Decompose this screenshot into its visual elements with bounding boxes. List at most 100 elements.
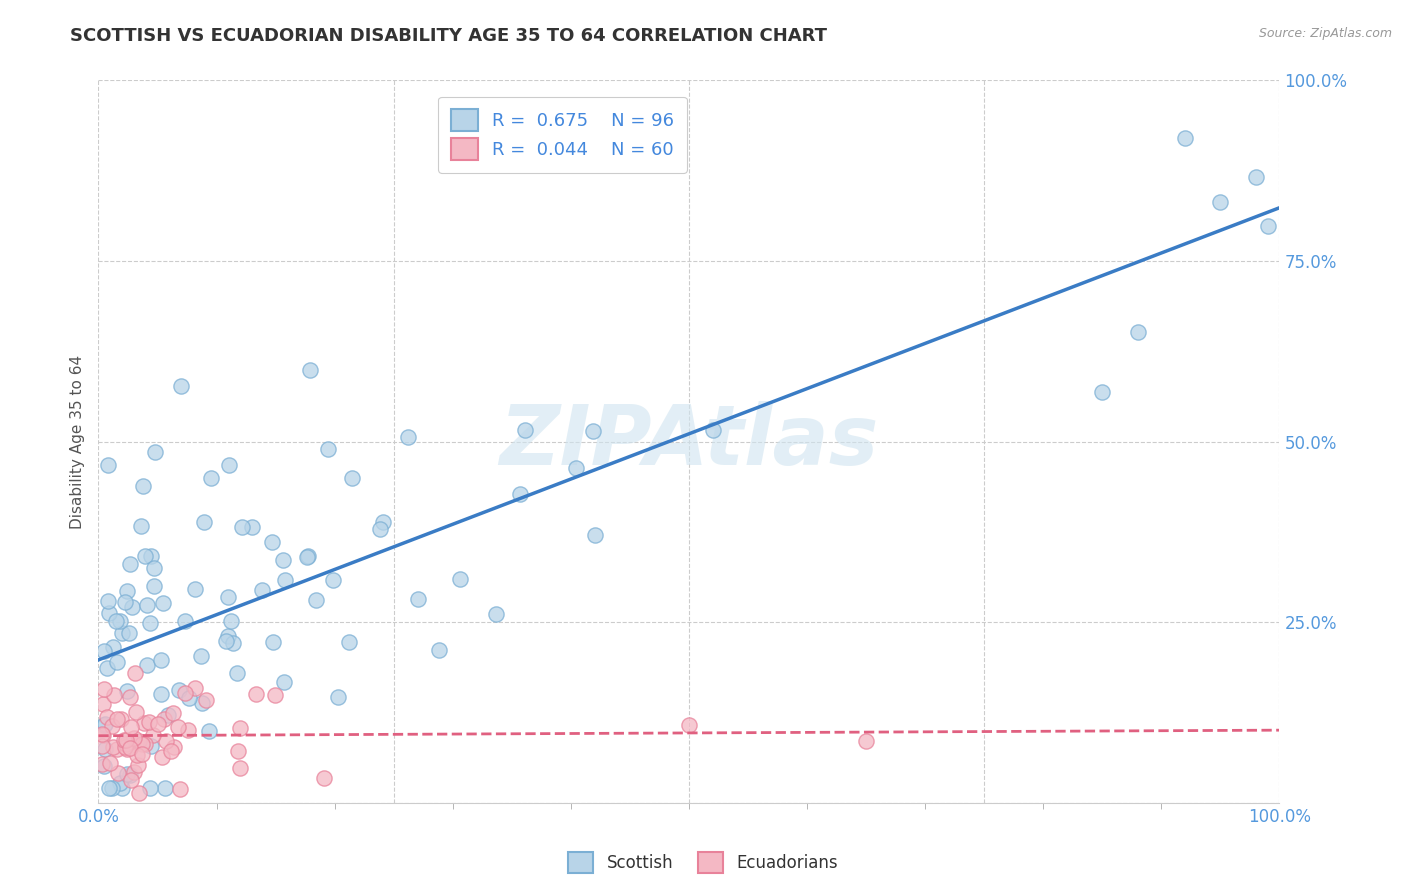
Point bbox=[152, 712, 174, 726]
Point bbox=[127, 757, 149, 772]
Point bbox=[406, 591, 429, 606]
Point bbox=[96, 661, 118, 675]
Point bbox=[117, 767, 139, 781]
Point bbox=[118, 768, 141, 782]
Point bbox=[513, 424, 536, 438]
Point bbox=[138, 715, 160, 730]
Point bbox=[322, 573, 344, 587]
Point bbox=[128, 733, 150, 747]
Point bbox=[131, 747, 153, 762]
Point bbox=[298, 363, 321, 377]
Point bbox=[110, 712, 132, 726]
Point bbox=[250, 582, 273, 597]
Point bbox=[91, 727, 114, 741]
Point bbox=[153, 781, 176, 796]
Point bbox=[146, 716, 169, 731]
Point bbox=[1091, 385, 1114, 400]
Point bbox=[297, 549, 319, 564]
Point bbox=[177, 723, 200, 738]
Point bbox=[141, 739, 163, 754]
Point bbox=[193, 515, 215, 529]
Point bbox=[150, 687, 173, 701]
Point bbox=[217, 591, 239, 605]
Point bbox=[449, 572, 471, 586]
Text: Source: ZipAtlas.com: Source: ZipAtlas.com bbox=[1258, 27, 1392, 40]
Point bbox=[396, 430, 419, 444]
Point bbox=[128, 786, 150, 800]
Point bbox=[101, 640, 124, 655]
Point bbox=[132, 479, 155, 493]
Point bbox=[160, 744, 183, 758]
Point bbox=[145, 444, 167, 458]
Point bbox=[173, 614, 195, 628]
Point bbox=[240, 519, 263, 533]
Point bbox=[225, 665, 247, 680]
Point bbox=[221, 636, 243, 650]
Point bbox=[1174, 131, 1197, 145]
Point bbox=[136, 657, 159, 672]
Point bbox=[97, 458, 120, 473]
Point bbox=[427, 643, 450, 657]
Point bbox=[91, 728, 114, 742]
Point bbox=[100, 781, 122, 796]
Point bbox=[169, 379, 191, 393]
Text: SCOTTISH VS ECUADORIAN DISABILITY AGE 35 TO 64 CORRELATION CHART: SCOTTISH VS ECUADORIAN DISABILITY AGE 35… bbox=[70, 27, 827, 45]
Point bbox=[155, 733, 177, 747]
Point bbox=[141, 549, 163, 563]
Point bbox=[114, 739, 136, 754]
Point bbox=[337, 635, 360, 649]
Point bbox=[108, 614, 131, 628]
Point bbox=[274, 573, 297, 587]
Point bbox=[245, 687, 267, 701]
Point bbox=[108, 776, 131, 790]
Point bbox=[134, 549, 156, 563]
Point bbox=[114, 732, 136, 747]
Point bbox=[509, 487, 531, 501]
Point bbox=[152, 596, 174, 610]
Point bbox=[316, 442, 339, 456]
Point bbox=[120, 690, 142, 704]
Point bbox=[120, 772, 142, 787]
Point bbox=[111, 781, 134, 796]
Point bbox=[702, 423, 724, 437]
Point bbox=[1244, 169, 1267, 184]
Point bbox=[120, 720, 142, 734]
Point bbox=[124, 705, 146, 719]
Point bbox=[273, 553, 295, 567]
Point bbox=[214, 633, 236, 648]
Point bbox=[121, 735, 143, 749]
Point bbox=[273, 675, 295, 690]
Point bbox=[94, 742, 117, 756]
Point bbox=[169, 782, 191, 797]
Point bbox=[229, 721, 252, 735]
Point bbox=[305, 593, 328, 607]
Point bbox=[98, 606, 121, 620]
Point bbox=[134, 737, 156, 751]
Point bbox=[131, 737, 153, 751]
Point bbox=[111, 625, 134, 640]
Point bbox=[184, 582, 207, 596]
Point bbox=[264, 689, 287, 703]
Point bbox=[1126, 325, 1149, 339]
Point bbox=[115, 742, 138, 756]
Point bbox=[129, 518, 152, 533]
Point bbox=[132, 716, 155, 731]
Point bbox=[107, 712, 129, 726]
Point bbox=[217, 629, 239, 643]
Point bbox=[191, 696, 214, 710]
Point bbox=[190, 649, 212, 664]
Point bbox=[105, 742, 128, 756]
Point bbox=[1257, 219, 1279, 233]
Point bbox=[107, 765, 129, 780]
Point bbox=[194, 693, 217, 707]
Point bbox=[177, 691, 200, 706]
Point bbox=[368, 522, 391, 536]
Point bbox=[149, 653, 172, 667]
Point bbox=[121, 599, 143, 614]
Point bbox=[855, 733, 877, 747]
Point bbox=[139, 781, 162, 796]
Point bbox=[91, 697, 114, 711]
Point bbox=[143, 561, 166, 575]
Point bbox=[582, 424, 605, 438]
Point bbox=[226, 744, 249, 758]
